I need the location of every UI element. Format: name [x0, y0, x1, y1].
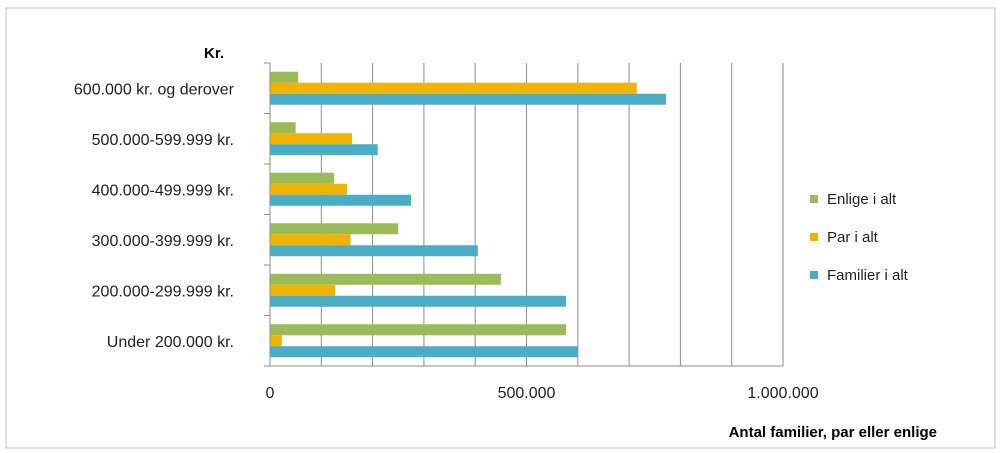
- bar: [270, 194, 412, 206]
- category-label: 600.000 kr. og derover: [74, 81, 235, 98]
- bar: [270, 234, 351, 246]
- bar: [270, 245, 478, 257]
- legend-swatch: [810, 233, 818, 241]
- bar: [270, 346, 578, 358]
- bar: [270, 223, 399, 235]
- bar: [270, 335, 282, 347]
- x-tick-label: 500.000: [498, 385, 556, 402]
- category-label: Under 200.000 kr.: [107, 334, 234, 351]
- legend: Enlige i alt Par i alt Familier i alt: [810, 191, 909, 284]
- bar: [270, 284, 336, 296]
- bars: [270, 71, 667, 358]
- category-label: 400.000-499.999 kr.: [92, 182, 234, 199]
- gridlines: [320, 63, 784, 366]
- legend-swatch: [810, 271, 818, 279]
- bar: [270, 71, 299, 83]
- x-tick-label: 1.000.000: [747, 385, 818, 402]
- bar: [270, 324, 567, 336]
- bar: [270, 122, 296, 134]
- legend-swatch: [810, 195, 818, 203]
- bar: [270, 295, 567, 307]
- y-axis-title: Kr.: [204, 45, 224, 62]
- legend-label: Enlige i alt: [827, 191, 897, 208]
- chart-frame: [5, 7, 996, 449]
- bar: [270, 82, 637, 94]
- tick-labels: 0 500.000 1.000.000: [266, 385, 819, 402]
- bar: [270, 133, 353, 145]
- x-tick-label: 0: [266, 385, 275, 402]
- bar: [270, 93, 667, 105]
- x-axis-title: Antal familier, par eller enlige: [729, 424, 937, 441]
- bar: [270, 144, 378, 156]
- legend-label: Par i alt: [827, 229, 879, 246]
- category-labels: Under 200.000 kr. 200.000-299.999 kr. 300.…: [74, 81, 235, 351]
- category-label: 300.000-399.999 kr.: [92, 233, 234, 250]
- category-label: 500.000-599.999 kr.: [92, 132, 234, 149]
- bar: [270, 273, 501, 285]
- bar: [270, 183, 347, 195]
- category-label: 200.000-299.999 kr.: [92, 283, 234, 300]
- bar: [270, 172, 335, 184]
- legend-label: Familier i alt: [827, 267, 909, 284]
- axes: [264, 62, 783, 367]
